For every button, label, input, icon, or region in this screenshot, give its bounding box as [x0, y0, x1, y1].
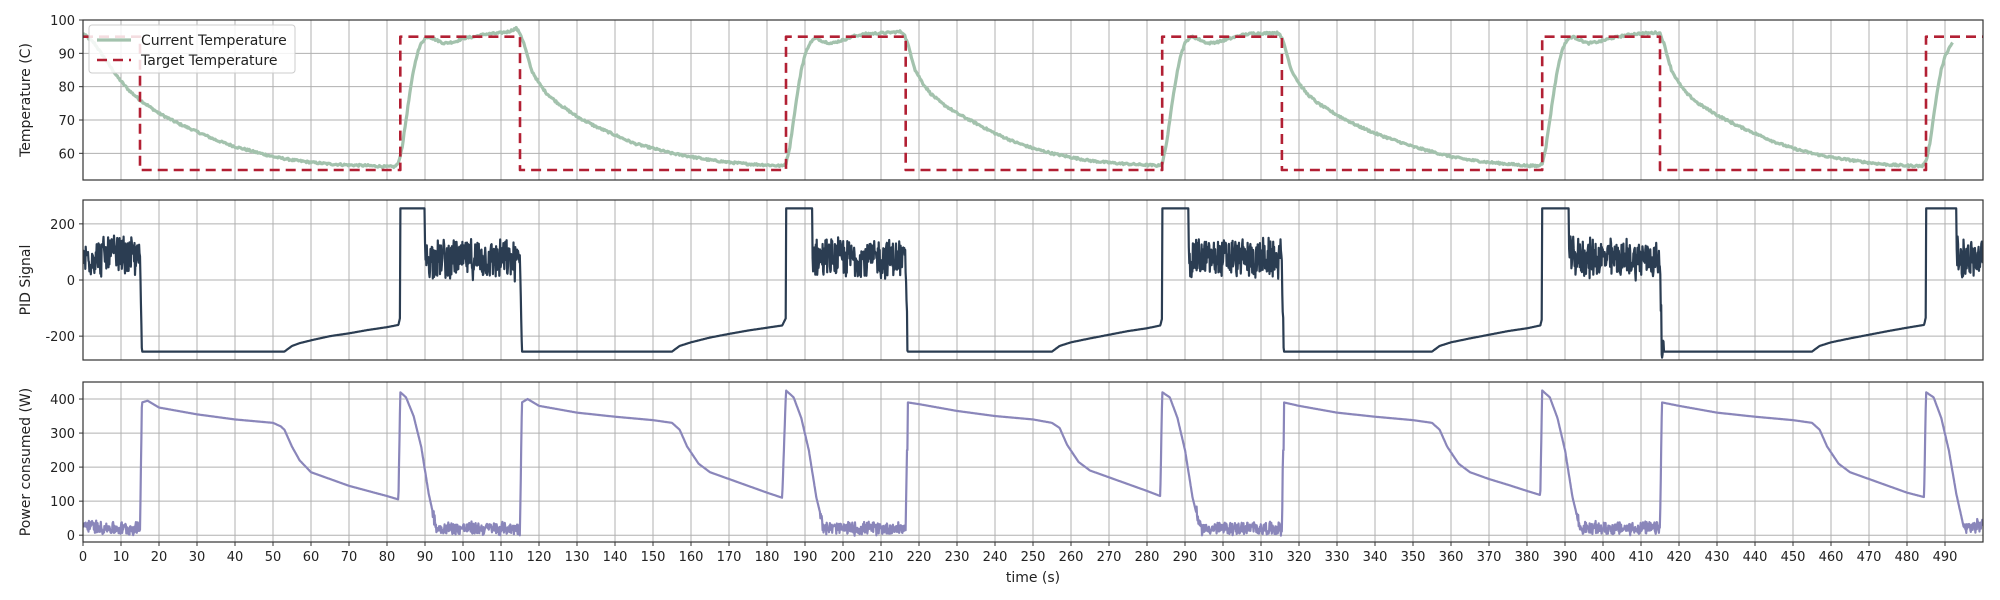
- x-tick-label: 470: [1857, 550, 1882, 565]
- x-tick-label: 10: [113, 550, 130, 565]
- y-tick-label: 0: [67, 529, 75, 544]
- x-tick-label: 390: [1553, 550, 1578, 565]
- x-tick-label: 430: [1705, 550, 1730, 565]
- y-axis-label: Power consumed (W): [18, 388, 34, 536]
- x-tick-label: 110: [489, 550, 514, 565]
- x-tick-label: 400: [1591, 550, 1616, 565]
- legend-box: [88, 24, 296, 74]
- x-tick-label: 410: [1629, 550, 1654, 565]
- x-tick-label: 250: [1021, 550, 1046, 565]
- y-tick-label: 90: [58, 47, 75, 62]
- y-tick-label: 100: [50, 495, 75, 510]
- panel-1: 60 70 80 90 100 Temperature (C) Current Temper…: [18, 14, 1984, 181]
- grid: [83, 19, 1983, 180]
- x-tick-label: 210: [869, 550, 894, 565]
- x-tick-label: 60: [303, 550, 320, 565]
- x-tick-label: 70: [341, 550, 358, 565]
- x-tick-label: 340: [1363, 550, 1388, 565]
- x-tick-label: 230: [945, 550, 970, 565]
- x-tick-label: 150: [641, 550, 666, 565]
- x-tick-label: 330: [1325, 550, 1350, 565]
- y-tick-label: 400: [50, 393, 75, 408]
- series-line-1-2: [83, 35, 1983, 172]
- x-tick-label: 240: [983, 550, 1008, 565]
- y-axis-label: Temperature (C): [18, 43, 34, 158]
- x-tick-label: 380: [1515, 550, 1540, 565]
- y-tick-label: 70: [58, 114, 75, 129]
- x-tick-label: 360: [1439, 550, 1464, 565]
- legend-entry-label: Current Temperature: [141, 33, 287, 49]
- x-tick-label: 170: [717, 550, 742, 565]
- series-line-1-1: [83, 25, 1954, 169]
- x-tick-label: 90: [417, 550, 434, 565]
- y-tick-label: 200: [50, 461, 75, 476]
- x-tick-label: 120: [527, 550, 552, 565]
- grid: [83, 200, 1983, 360]
- y-tick-label: 0: [67, 274, 75, 289]
- x-axis-label: time (s): [1006, 570, 1060, 586]
- x-tick-label: 290: [1173, 550, 1198, 565]
- x-tick-label: 350: [1401, 550, 1426, 565]
- panel-3: 0 100 200 300 400 Power consumed (W) 0 10 20 30 40…: [18, 381, 1984, 586]
- y-axis-label: PID Signal: [18, 245, 34, 316]
- x-tick-label: 370: [1477, 550, 1502, 565]
- x-tick-label: 440: [1743, 550, 1768, 565]
- x-tick-label: 100: [451, 550, 476, 565]
- panel-2: -200 0 200 PID Signal: [18, 199, 1984, 361]
- x-tick-label: 50: [265, 550, 282, 565]
- x-tick-label: 450: [1781, 550, 1806, 565]
- x-tick-label: 190: [793, 550, 818, 565]
- grid: [83, 382, 1983, 542]
- x-tick-label: 270: [1097, 550, 1122, 565]
- x-tick-label: 320: [1287, 550, 1312, 565]
- x-tick-label: 300: [1211, 550, 1236, 565]
- x-tick-label: 30: [189, 550, 206, 565]
- x-tick-label: 480: [1895, 550, 1920, 565]
- legend-entry-label: Target Temperature: [140, 53, 277, 69]
- y-tick-label: 80: [58, 81, 75, 96]
- y-tick-label: 300: [50, 427, 75, 442]
- series-line-2-1: [83, 207, 1983, 359]
- x-tick-label: 20: [151, 550, 168, 565]
- x-tick-label: 180: [755, 550, 780, 565]
- x-tick-label: 260: [1059, 550, 1084, 565]
- x-tick-label: 280: [1135, 550, 1160, 565]
- x-tick-label: 80: [379, 550, 396, 565]
- x-tick-label: 160: [679, 550, 704, 565]
- x-tick-label: 220: [907, 550, 932, 565]
- series-line-3-1: [83, 389, 1983, 537]
- y-tick-label: 200: [50, 218, 75, 233]
- x-tick-label: 130: [565, 550, 590, 565]
- y-tick-label: 60: [58, 147, 75, 162]
- x-tick-label: 310: [1249, 550, 1274, 565]
- x-tick-label: 420: [1667, 550, 1692, 565]
- y-tick-label: -200: [45, 330, 75, 345]
- x-tick-label: 140: [603, 550, 628, 565]
- x-tick-label: 490: [1933, 550, 1958, 565]
- x-tick-label: 40: [227, 550, 244, 565]
- x-tick-label: 0: [79, 550, 87, 565]
- legend: Current Temperature Target Temperature: [88, 24, 296, 74]
- x-tick-label: 460: [1819, 550, 1844, 565]
- axes-frame: [82, 19, 1984, 181]
- x-tick-label: 200: [831, 550, 856, 565]
- y-tick-label: 100: [50, 14, 75, 29]
